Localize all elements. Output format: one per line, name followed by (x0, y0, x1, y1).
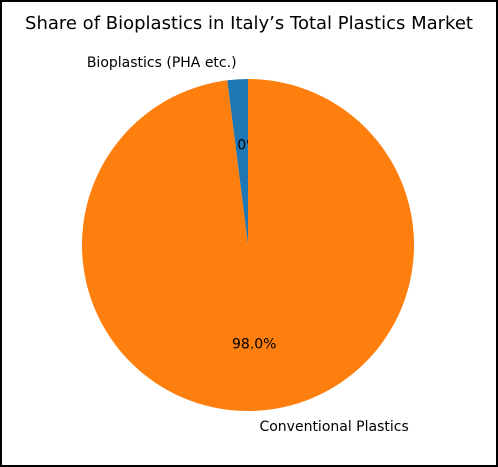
value-label: 98.0% (232, 336, 276, 352)
chart-title: Share of Bioplastics in Italy’s Total Pl… (25, 13, 473, 34)
pie-slice (82, 78, 414, 411)
pie-slice (227, 79, 248, 245)
slice-label: Conventional Plastics (259, 419, 408, 435)
slice-label: Bioplastics (PHA etc.) (87, 55, 237, 71)
